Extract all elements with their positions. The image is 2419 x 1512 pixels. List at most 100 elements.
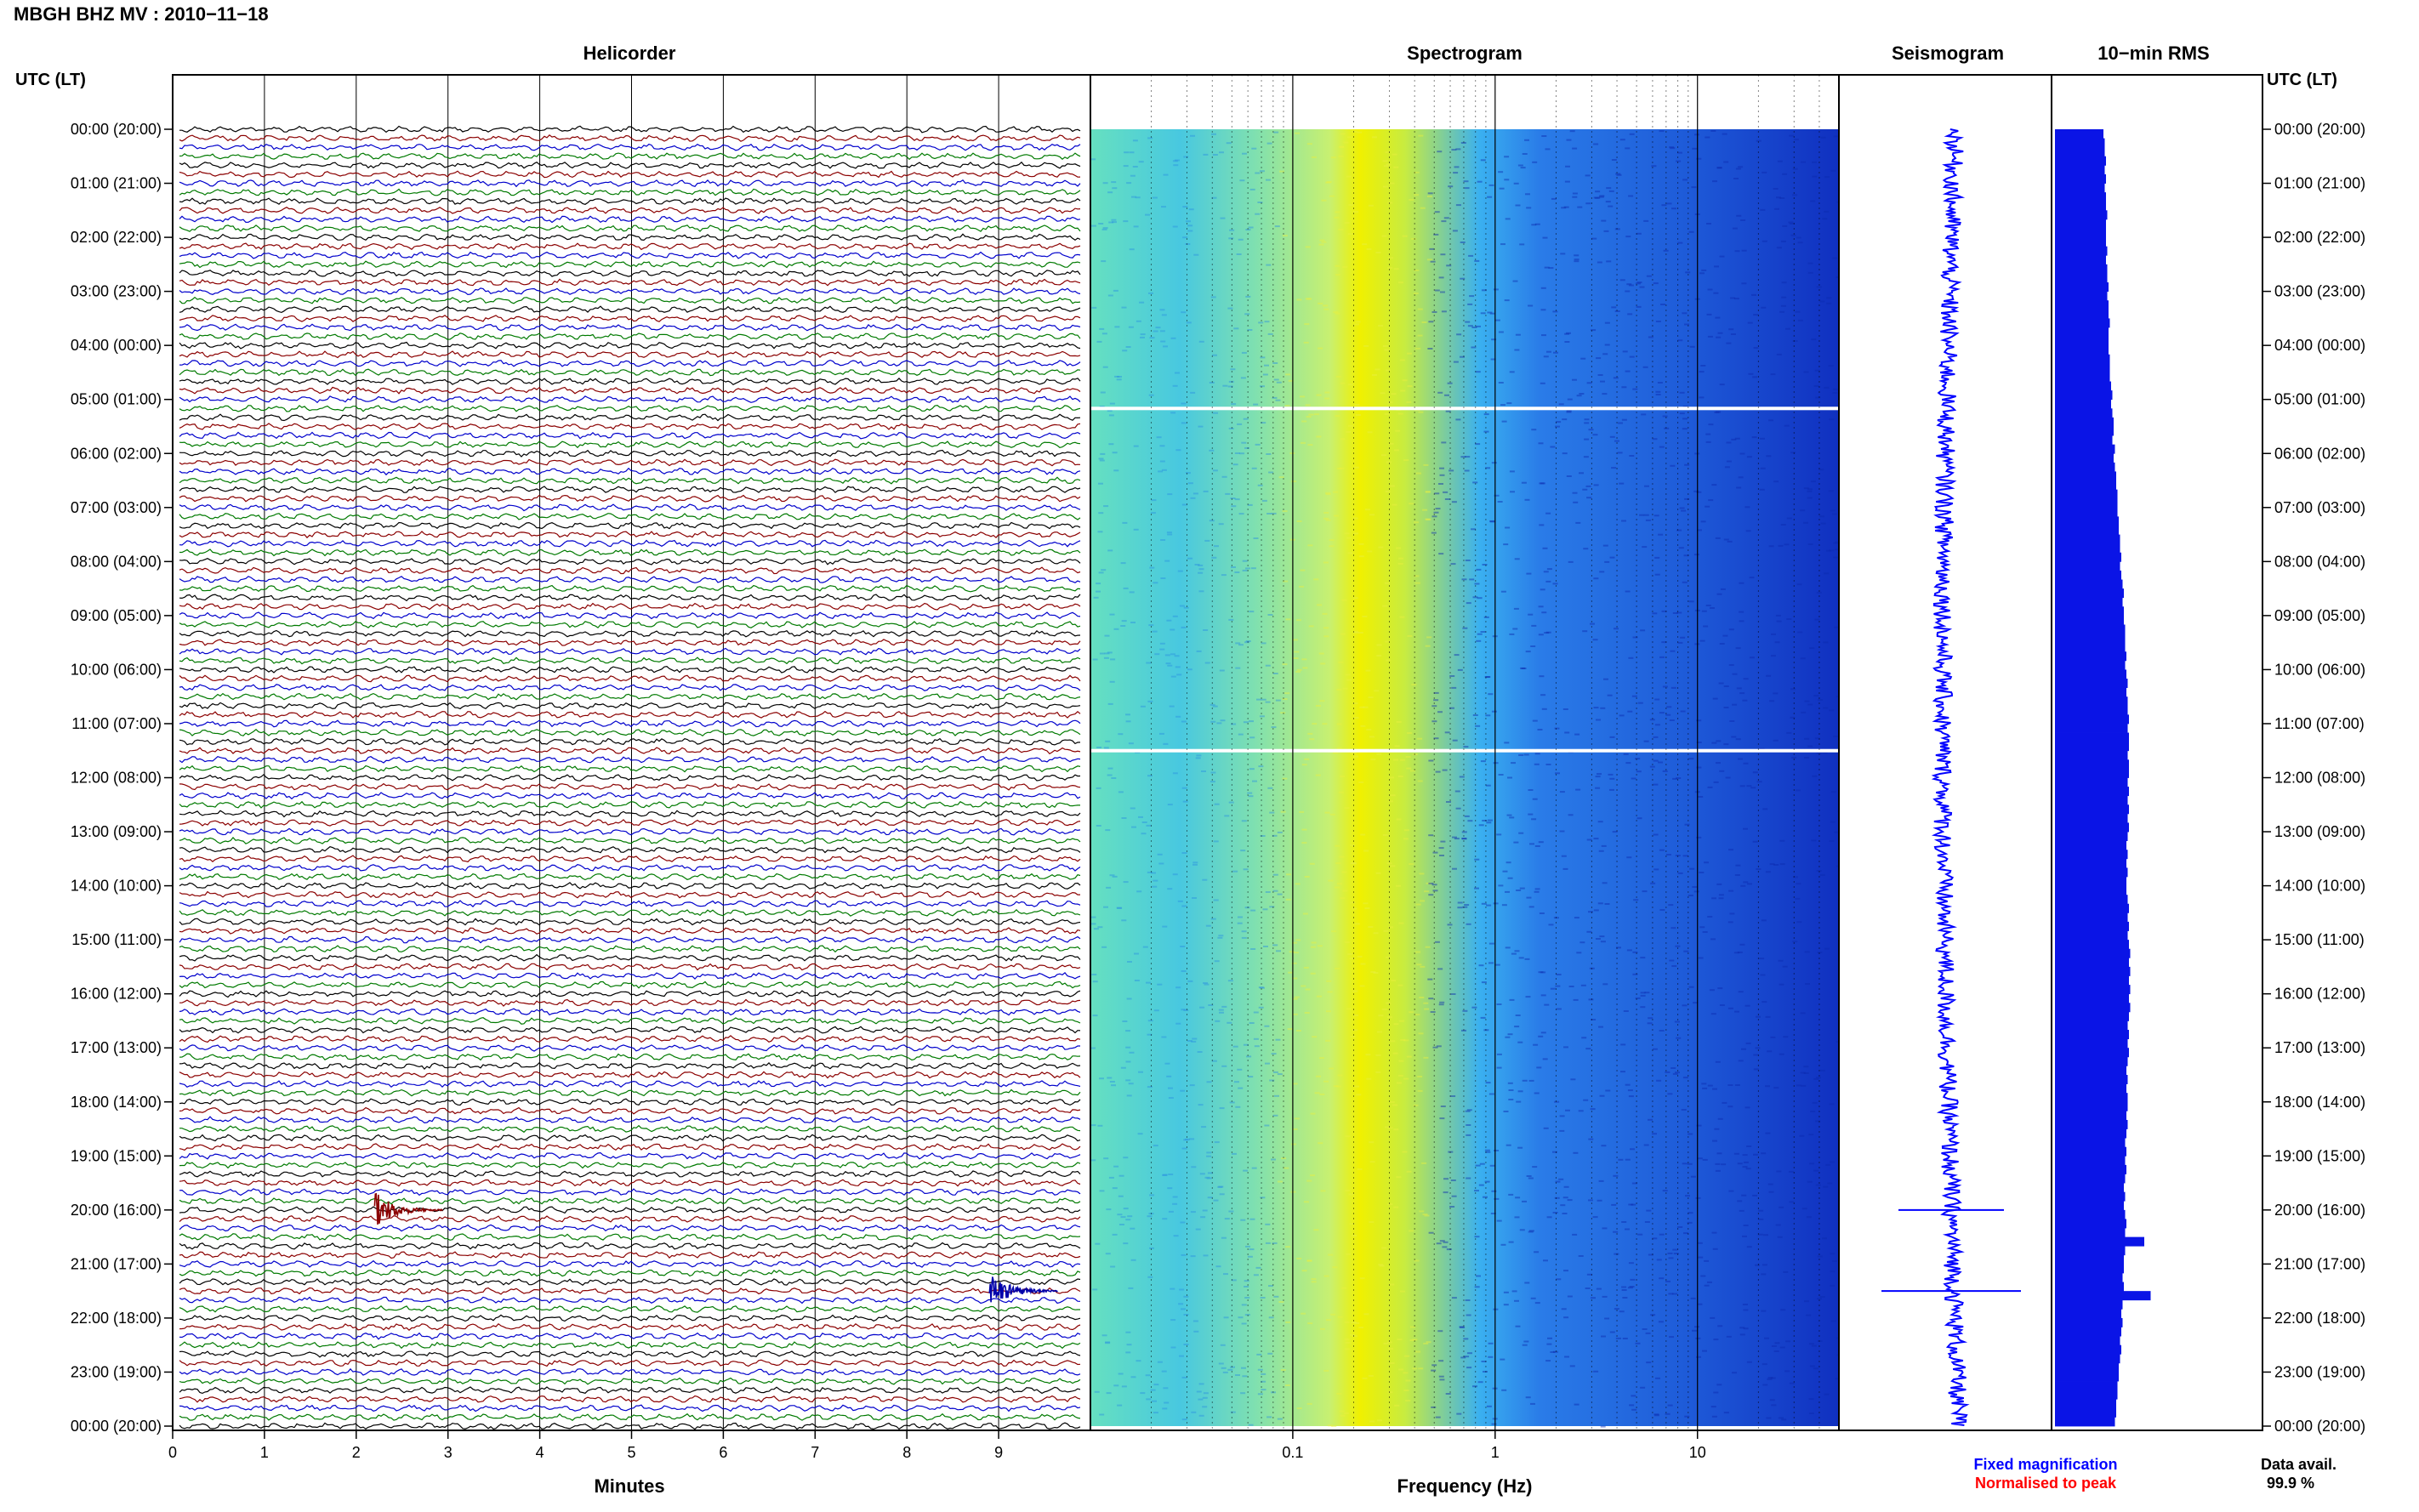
spectrogram-pixel — [1833, 735, 1839, 737]
rms-bar — [2055, 1344, 2121, 1355]
spectrogram-pixel — [1530, 645, 1536, 647]
spectrogram-pixel — [1533, 1043, 1539, 1046]
spectrogram-pixel — [1346, 431, 1352, 433]
right-time-tick-label: 18:00 (14:00) — [2274, 1094, 2365, 1111]
spectrogram-pixel — [1767, 1378, 1773, 1380]
helicorder-trace — [179, 441, 1081, 449]
spectrogram-pixel — [1212, 469, 1218, 472]
spectrogram-pixel — [1199, 1173, 1205, 1175]
spectrogram-pixel — [1417, 780, 1423, 782]
spectrogram-pixel — [1443, 1241, 1449, 1243]
spectrogram-pixel — [1707, 1281, 1712, 1283]
spectrogram-pixel — [1463, 1338, 1469, 1340]
spectrogram-pixel — [1758, 1209, 1764, 1212]
spectrogram-pixel — [1253, 1011, 1259, 1014]
spectrogram-pixel — [1409, 503, 1414, 505]
spectrogram-pixel — [1629, 355, 1635, 358]
right-time-tick-label: 06:00 (02:00) — [2274, 445, 2365, 462]
spectrogram-pixel — [1353, 755, 1358, 758]
spectrogram-pixel — [1167, 804, 1173, 806]
spectrogram-pixel — [1481, 1361, 1487, 1362]
spectrogram-pixel — [1394, 449, 1399, 452]
helicorder-trace — [179, 674, 1081, 683]
spectrogram-pixel — [1830, 821, 1836, 823]
spectrogram-pixel — [1126, 998, 1132, 1000]
spectrogram-pixel — [1609, 777, 1615, 780]
helicorder-trace — [179, 305, 1081, 314]
spectrogram-pixel — [1660, 304, 1665, 305]
spectrogram-pixel — [1309, 862, 1315, 865]
spectrogram-pixel — [1480, 159, 1486, 162]
spectrogram-pixel — [1644, 1221, 1650, 1223]
spectrogram-pixel — [1423, 1002, 1429, 1004]
spectrogram-pixel — [1185, 472, 1191, 475]
spectrogram-pixel — [1243, 1043, 1249, 1046]
rms-bar — [2055, 822, 2129, 833]
left-time-tick-label: 13:00 (09:00) — [71, 823, 162, 840]
spectrogram-pixel — [1564, 1356, 1569, 1358]
spectrogram-pixel — [1151, 872, 1156, 874]
spectrogram-pixel — [1526, 572, 1532, 575]
spectrogram-pixel — [1272, 944, 1278, 946]
spectrogram-pixel — [1358, 1327, 1364, 1329]
spectrogram-pixel — [1726, 441, 1732, 444]
spectrogram-pixel — [1188, 208, 1194, 211]
spectrogram-pixel — [1247, 503, 1253, 506]
spectrogram-pixel — [1162, 1407, 1168, 1410]
spectrogram-pixel — [1262, 373, 1268, 376]
spectrogram-pixel — [1770, 1377, 1776, 1379]
rms-bar — [2055, 723, 2128, 733]
spectrogram-pixel — [1747, 883, 1752, 885]
spectrogram-pixel — [1185, 243, 1191, 245]
spectrogram-pixel — [1526, 1175, 1532, 1177]
spectrogram-pixel — [1253, 1037, 1259, 1040]
spectrogram-pixel — [1604, 344, 1610, 346]
spectrogram-pixel — [1435, 770, 1441, 773]
spectrogram-pixel — [1301, 441, 1306, 444]
spectrogram-pixel — [1431, 705, 1437, 708]
spectrogram-pixel — [1203, 1254, 1209, 1257]
spectrogram-pixel — [1335, 211, 1340, 213]
spectrogram-pixel — [1574, 254, 1579, 257]
spectrogram-pixel — [1490, 1213, 1496, 1214]
spectrogram-pixel — [1544, 632, 1550, 634]
spectrogram-pixel — [1601, 1335, 1606, 1338]
spectrogram-pixel — [1785, 327, 1790, 330]
spectrogram-pixel — [1304, 323, 1310, 326]
rms-bar — [2055, 1093, 2128, 1103]
spectrogram-pixel — [1696, 742, 1702, 743]
spectrogram-pixel — [1760, 467, 1766, 469]
spectrogram-pixel — [1501, 420, 1507, 423]
spectrogram-pixel — [1333, 311, 1339, 314]
spectrogram-pixel — [1400, 389, 1406, 392]
spectrogram-pixel — [1752, 771, 1758, 774]
spectrogram-pixel — [1437, 391, 1443, 394]
spectrogram-pixel — [1102, 227, 1108, 230]
spectrogram-pixel — [1121, 919, 1127, 922]
spectrogram-pixel — [1091, 225, 1096, 227]
helicorder-trace — [179, 1404, 1081, 1413]
spectrogram-pixel — [1643, 740, 1649, 742]
spectrogram-pixel — [1648, 336, 1653, 338]
spectrogram-pixel — [1338, 661, 1344, 663]
spectrogram-pixel — [1807, 745, 1813, 747]
spectrogram-pixel — [1620, 1043, 1626, 1046]
rms-bar — [2055, 714, 2129, 725]
spectrogram-pixel — [1423, 1342, 1429, 1344]
spectrogram-pixel — [1333, 752, 1338, 754]
spectrogram-pixel — [1182, 236, 1188, 239]
spectrogram-pixel — [1375, 1054, 1381, 1056]
spectrogram-pixel — [1215, 1265, 1221, 1268]
spectrogram-pixel — [1592, 434, 1598, 436]
spectrogram-pixel — [1615, 173, 1621, 175]
rms-bar — [2055, 1336, 2120, 1346]
spectrogram-pixel — [1832, 257, 1838, 259]
spectrogram-pixel — [1352, 1234, 1357, 1236]
spectrogram-pixel — [1716, 167, 1722, 169]
rms-bar — [2055, 156, 2106, 166]
helicorder-trace — [179, 666, 1081, 674]
spectrogram-pixel — [1803, 487, 1809, 490]
spectrogram-pixel — [1187, 980, 1193, 982]
spectrogram-pixel — [1779, 863, 1785, 866]
spectrogram-pixel — [1676, 160, 1682, 162]
